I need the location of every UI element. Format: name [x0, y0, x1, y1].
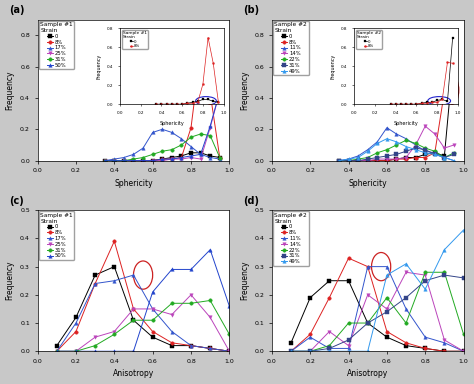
Text: (d): (d)	[243, 196, 259, 206]
Legend: 0, 8%, 17%, 25%, 31%, 50%: 0, 8%, 17%, 25%, 31%, 50%	[39, 21, 74, 70]
Text: (b): (b)	[243, 5, 259, 15]
Text: (a): (a)	[9, 5, 24, 15]
Legend: 0, 8%, 17%, 25%, 31%, 50%: 0, 8%, 17%, 25%, 31%, 50%	[39, 211, 74, 260]
Y-axis label: Frequency: Frequency	[240, 261, 249, 300]
Y-axis label: Frequency: Frequency	[6, 261, 15, 300]
Y-axis label: Frequency: Frequency	[6, 70, 15, 110]
X-axis label: Anisotropy: Anisotropy	[347, 369, 388, 379]
X-axis label: Sphericity: Sphericity	[114, 179, 153, 188]
Text: (c): (c)	[9, 196, 24, 206]
Legend: 0, 8%, 11%, 14%, 22%, 31%, 49%: 0, 8%, 11%, 14%, 22%, 31%, 49%	[273, 21, 309, 75]
X-axis label: Anisotropy: Anisotropy	[113, 369, 154, 379]
X-axis label: Sphericity: Sphericity	[348, 179, 387, 188]
Legend: 0, 8%, 11%, 14%, 22%, 31%, 49%: 0, 8%, 11%, 14%, 22%, 31%, 49%	[273, 211, 309, 266]
Y-axis label: Frequency: Frequency	[240, 70, 249, 110]
